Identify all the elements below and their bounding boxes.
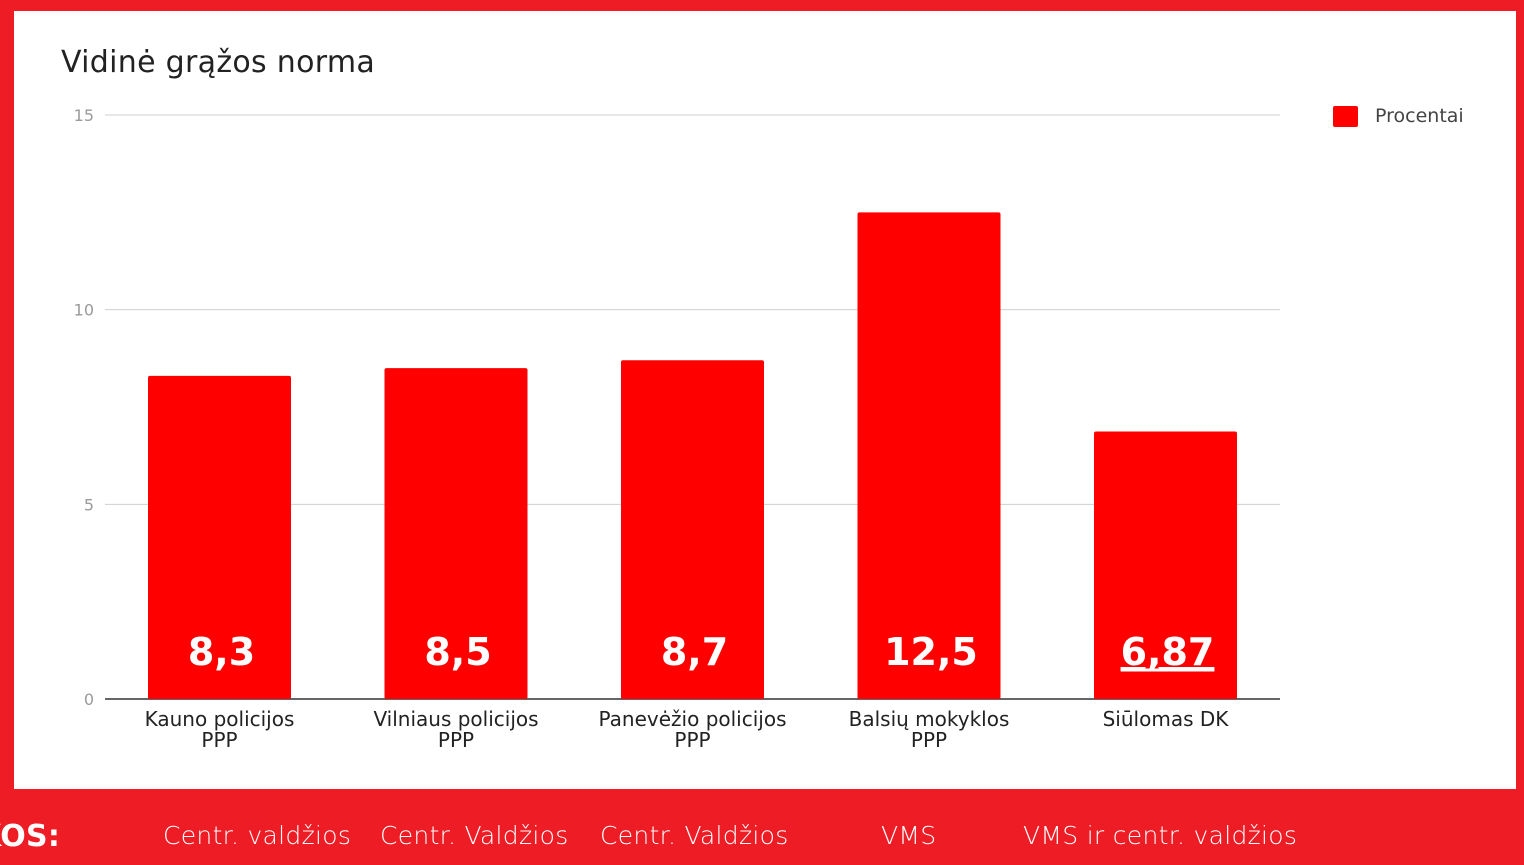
bar-2 — [384, 368, 528, 699]
footer-item-4: VMS — [881, 821, 937, 850]
footer-label: KOS: — [0, 819, 61, 854]
footer-item-1: Centr. valdžios — [163, 821, 352, 850]
bar-1 — [148, 375, 291, 699]
footer-bar: KOS: Centr. valdžios Centr. Valdžios Cen… — [0, 789, 1524, 865]
footer-item-5: VMS ir centr. valdžios — [1023, 821, 1298, 850]
data-label-5: 6,87 — [1121, 630, 1215, 674]
y-tick-label-15: 15 — [74, 106, 94, 125]
chart-panel: Vidinė grąžos norma 0 5 10 15 8,3 Kauno polic… — [14, 11, 1516, 789]
x-tick-label-3-line-1: Panevėžio policijos — [599, 707, 787, 731]
y-tick-label-10: 10 — [74, 301, 94, 320]
data-label-3: 8,7 — [661, 630, 728, 674]
chart-title: Vidinė grąžos norma — [61, 45, 376, 80]
legend-label: Procentai — [1375, 105, 1464, 127]
x-tick-label-3-line-2: PPP — [674, 728, 710, 752]
x-tick-label-2-line-2: PPP — [438, 728, 474, 752]
x-tick-label-5-line-1: Siūlomas DK — [1103, 707, 1230, 731]
x-tick-label-1-line-2: PPP — [201, 728, 237, 752]
y-tick-label-5: 5 — [84, 495, 94, 514]
data-label-4: 12,5 — [884, 630, 978, 674]
bar-3 — [621, 360, 764, 699]
footer-item-3: Centr. Valdžios — [600, 821, 789, 850]
legend: Procentai — [1333, 105, 1464, 127]
footer-item-2: Centr. Valdžios — [380, 821, 569, 850]
legend-swatch — [1333, 105, 1358, 127]
x-tick-label-1-line-1: Kauno policijos — [145, 707, 295, 731]
data-label-1: 8,3 — [188, 630, 255, 674]
bar-4 — [857, 212, 1001, 700]
x-tick-label-2-line-1: Vilniaus policijos — [373, 707, 538, 731]
data-label-2: 8,5 — [424, 630, 491, 674]
x-tick-label-4-line-1: Balsių mokyklos — [849, 707, 1010, 731]
bar-5 — [1094, 431, 1237, 699]
x-tick-label-4-line-2: PPP — [911, 728, 947, 752]
y-tick-label-0: 0 — [84, 690, 94, 709]
